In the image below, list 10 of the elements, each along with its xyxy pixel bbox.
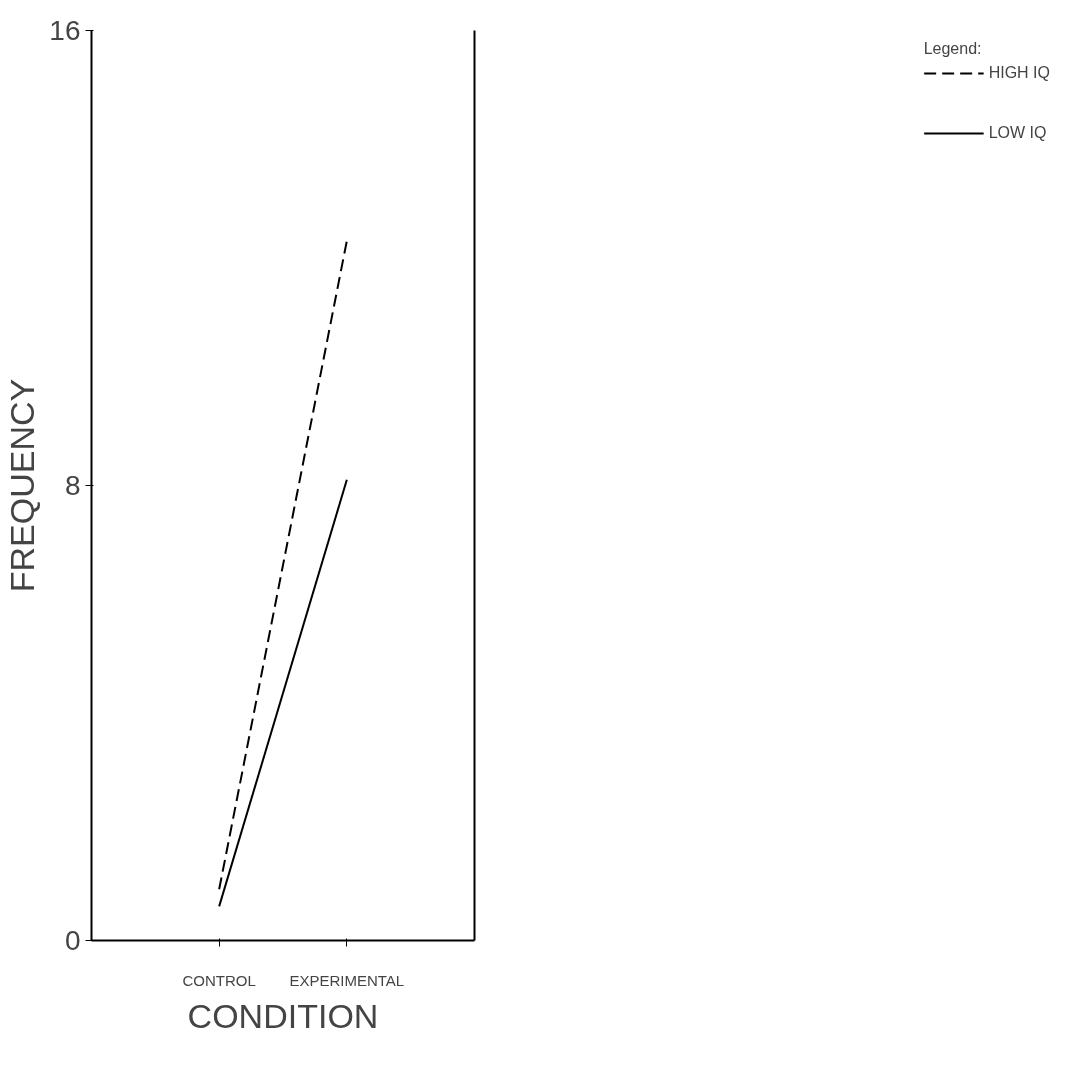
legend-title: Legend: bbox=[923, 40, 983, 58]
x-axis-title: CONDITION bbox=[187, 996, 379, 1035]
legend-label: LOW IQ bbox=[988, 124, 1047, 142]
x-tick-label: CONTROL bbox=[182, 971, 256, 989]
legend-label: HIGH IQ bbox=[988, 64, 1050, 82]
y-tick-label: 16 bbox=[49, 15, 81, 46]
y-tick-label: 8 bbox=[64, 470, 81, 501]
y-axis-title: FREQUENCY bbox=[3, 378, 42, 593]
x-tick-label: EXPERIMENTAL bbox=[289, 971, 405, 989]
y-tick-label: 0 bbox=[64, 925, 81, 956]
